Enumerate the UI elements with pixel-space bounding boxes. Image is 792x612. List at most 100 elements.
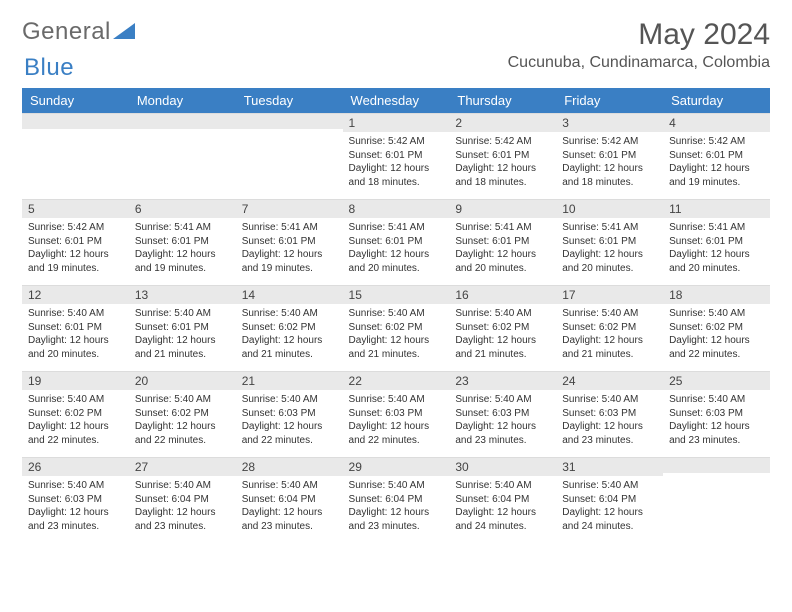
day-detail-line: Daylight: 12 hours [669,248,764,262]
day-detail-line: and 23 minutes. [669,434,764,448]
day-details: Sunrise: 5:42 AMSunset: 6:01 PMDaylight:… [22,218,129,277]
day-detail-line: and 20 minutes. [455,262,550,276]
day-detail-line: Sunset: 6:01 PM [135,321,230,335]
brand-part1: General [22,18,111,46]
calendar-cell: 8Sunrise: 5:41 AMSunset: 6:01 PMDaylight… [343,199,450,285]
calendar-cell: 2Sunrise: 5:42 AMSunset: 6:01 PMDaylight… [449,113,556,199]
day-detail-line: and 23 minutes. [135,520,230,534]
brand-part2: Blue [24,54,74,82]
day-number: 16 [449,285,556,304]
day-detail-line: and 18 minutes. [349,176,444,190]
day-detail-line: Daylight: 12 hours [562,334,657,348]
day-detail-line: Sunrise: 5:40 AM [455,307,550,321]
day-number: 31 [556,457,663,476]
day-detail-line: Daylight: 12 hours [455,334,550,348]
day-detail-line: Daylight: 12 hours [562,420,657,434]
day-detail-line: Daylight: 12 hours [349,420,444,434]
day-number: 6 [129,199,236,218]
day-number: 9 [449,199,556,218]
day-detail-line: and 24 minutes. [562,520,657,534]
calendar-cell: 29Sunrise: 5:40 AMSunset: 6:04 PMDayligh… [343,457,450,543]
day-detail-line: and 22 minutes. [242,434,337,448]
day-detail-line: and 21 minutes. [242,348,337,362]
day-detail-line: Daylight: 12 hours [562,506,657,520]
day-number: 18 [663,285,770,304]
day-detail-line: Sunset: 6:02 PM [455,321,550,335]
day-detail-line: and 23 minutes. [28,520,123,534]
calendar-week-row: 19Sunrise: 5:40 AMSunset: 6:02 PMDayligh… [22,371,770,457]
day-number: 22 [343,371,450,390]
day-detail-line: Daylight: 12 hours [28,334,123,348]
day-details: Sunrise: 5:41 AMSunset: 6:01 PMDaylight:… [663,218,770,277]
day-detail-line: and 23 minutes. [455,434,550,448]
day-number: 26 [22,457,129,476]
brand-logo: General [22,18,135,46]
day-details: Sunrise: 5:41 AMSunset: 6:01 PMDaylight:… [449,218,556,277]
day-detail-line: Sunrise: 5:40 AM [28,393,123,407]
day-details: Sunrise: 5:42 AMSunset: 6:01 PMDaylight:… [343,132,450,191]
day-number: 1 [343,113,450,132]
day-number [129,113,236,129]
day-details: Sunrise: 5:40 AMSunset: 6:03 PMDaylight:… [236,390,343,449]
calendar-cell: 22Sunrise: 5:40 AMSunset: 6:03 PMDayligh… [343,371,450,457]
calendar-cell: 6Sunrise: 5:41 AMSunset: 6:01 PMDaylight… [129,199,236,285]
day-detail-line: Daylight: 12 hours [135,420,230,434]
day-details: Sunrise: 5:40 AMSunset: 6:02 PMDaylight:… [663,304,770,363]
brand-triangle-icon [113,18,135,46]
day-detail-line: and 21 minutes. [455,348,550,362]
day-detail-line: Daylight: 12 hours [242,506,337,520]
day-detail-line: Sunset: 6:02 PM [349,321,444,335]
calendar-cell: 3Sunrise: 5:42 AMSunset: 6:01 PMDaylight… [556,113,663,199]
day-number: 20 [129,371,236,390]
day-detail-line: Sunset: 6:01 PM [135,235,230,249]
day-details: Sunrise: 5:40 AMSunset: 6:02 PMDaylight:… [236,304,343,363]
day-detail-line: Daylight: 12 hours [349,334,444,348]
calendar-week-row: 5Sunrise: 5:42 AMSunset: 6:01 PMDaylight… [22,199,770,285]
day-details: Sunrise: 5:40 AMSunset: 6:02 PMDaylight:… [449,304,556,363]
day-detail-line: Daylight: 12 hours [349,506,444,520]
day-detail-line: Sunset: 6:03 PM [455,407,550,421]
day-number [663,457,770,473]
day-details [22,129,129,134]
day-details: Sunrise: 5:40 AMSunset: 6:04 PMDaylight:… [343,476,450,535]
day-detail-line: Sunset: 6:04 PM [562,493,657,507]
day-detail-line: Daylight: 12 hours [28,420,123,434]
day-detail-line: Sunrise: 5:42 AM [455,135,550,149]
calendar-cell: 16Sunrise: 5:40 AMSunset: 6:02 PMDayligh… [449,285,556,371]
calendar-cell: 30Sunrise: 5:40 AMSunset: 6:04 PMDayligh… [449,457,556,543]
day-number: 5 [22,199,129,218]
day-detail-line: Daylight: 12 hours [562,162,657,176]
day-number [22,113,129,129]
calendar-cell: 21Sunrise: 5:40 AMSunset: 6:03 PMDayligh… [236,371,343,457]
day-detail-line: Sunset: 6:01 PM [28,321,123,335]
title-block: May 2024 Cucunuba, Cundinamarca, Colombi… [508,18,770,72]
day-detail-line: Sunrise: 5:41 AM [135,221,230,235]
day-detail-line: and 22 minutes. [135,434,230,448]
calendar-cell: 1Sunrise: 5:42 AMSunset: 6:01 PMDaylight… [343,113,450,199]
day-detail-line: Daylight: 12 hours [349,162,444,176]
calendar-cell [236,113,343,199]
day-detail-line: Sunset: 6:01 PM [455,235,550,249]
day-detail-line: Sunrise: 5:42 AM [28,221,123,235]
day-detail-line: Sunset: 6:03 PM [28,493,123,507]
day-detail-line: Daylight: 12 hours [455,506,550,520]
day-detail-line: Sunrise: 5:41 AM [242,221,337,235]
day-detail-line: Daylight: 12 hours [135,334,230,348]
day-details [663,473,770,478]
day-number: 24 [556,371,663,390]
day-detail-line: and 19 minutes. [242,262,337,276]
day-number: 30 [449,457,556,476]
day-detail-line: and 19 minutes. [28,262,123,276]
calendar-cell: 7Sunrise: 5:41 AMSunset: 6:01 PMDaylight… [236,199,343,285]
dayhead-saturday: Saturday [663,88,770,113]
calendar-cell: 17Sunrise: 5:40 AMSunset: 6:02 PMDayligh… [556,285,663,371]
day-detail-line: Daylight: 12 hours [455,162,550,176]
day-detail-line: and 23 minutes. [242,520,337,534]
day-details: Sunrise: 5:41 AMSunset: 6:01 PMDaylight:… [129,218,236,277]
day-detail-line: and 20 minutes. [349,262,444,276]
day-detail-line: Daylight: 12 hours [242,248,337,262]
day-detail-line: Sunrise: 5:40 AM [28,479,123,493]
day-detail-line: Sunset: 6:02 PM [562,321,657,335]
day-detail-line: Sunrise: 5:40 AM [349,479,444,493]
calendar-week-row: 26Sunrise: 5:40 AMSunset: 6:03 PMDayligh… [22,457,770,543]
